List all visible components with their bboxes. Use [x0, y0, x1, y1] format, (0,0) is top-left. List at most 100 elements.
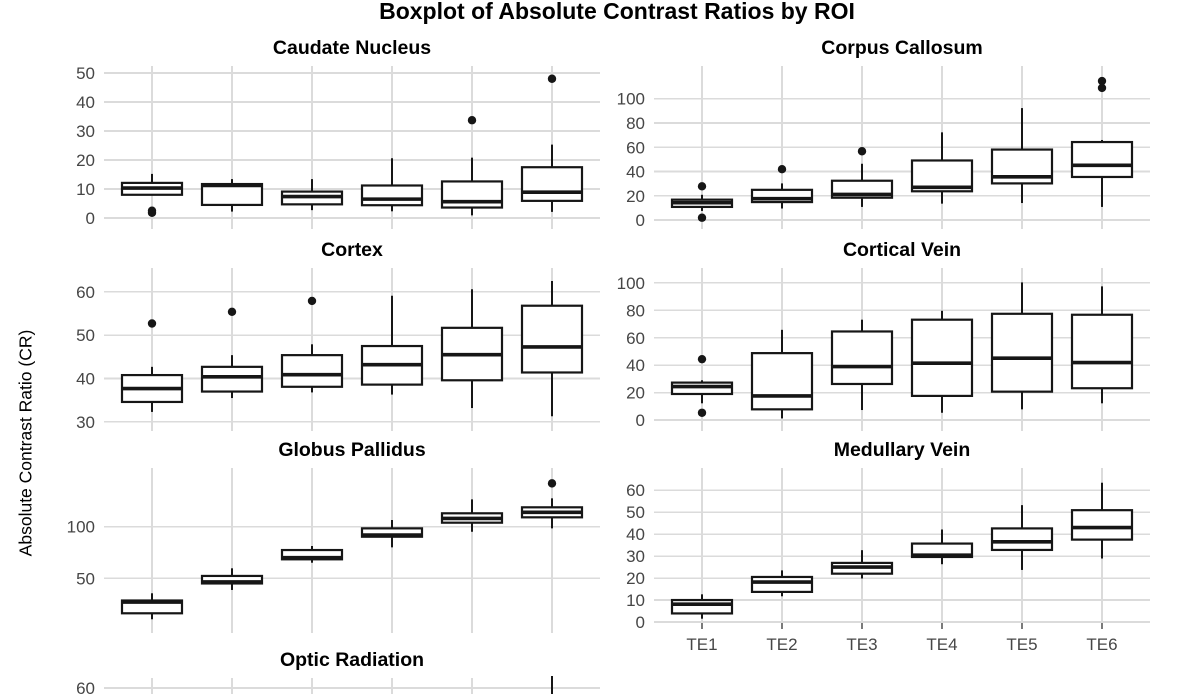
- y-tick-label: 80: [626, 114, 645, 133]
- y-tick-label: 100: [67, 518, 95, 537]
- y-tick-label: 0: [636, 411, 645, 430]
- panel-cortical-vein: 0 20 40 60 80 100 Cortical Vein: [617, 239, 1150, 431]
- panel-caudate-nucleus: 0 10 20 30 40 50 Caudate Nucleus: [76, 37, 600, 229]
- iqr-box: [280, 354, 344, 388]
- y-tick-label: 60: [76, 283, 95, 302]
- iqr-box: [830, 330, 894, 386]
- boxplot-te4: [360, 158, 424, 212]
- outlier-point: [697, 354, 707, 364]
- boxplot-te3: [830, 319, 894, 411]
- facet-title-medullary-vein: Medullary Vein: [834, 439, 971, 461]
- panel-corpus-callosum: 0 20 40 60 80 100 Corpus Callosum: [617, 37, 1150, 230]
- x-axis-ticks: TE1 TE2 TE3 TE4 TE5 TE6: [686, 623, 1118, 654]
- boxplot-te1: [670, 594, 734, 619]
- outlier-point: [467, 116, 477, 125]
- facet-title-caudate-nucleus: Caudate Nucleus: [273, 37, 431, 59]
- iqr-box: [670, 598, 734, 615]
- boxplot-te6: [1070, 76, 1134, 207]
- x-tick-label: TE2: [766, 635, 797, 654]
- boxplot-te6: [1070, 482, 1134, 559]
- outlier-point: [697, 182, 707, 191]
- boxplot-te3: [280, 546, 344, 563]
- y-tick-label: 60: [626, 481, 645, 500]
- y-tick-label: 20: [626, 187, 645, 206]
- boxplot-te3: [830, 550, 894, 579]
- boxplot-te4: [360, 295, 424, 395]
- iqr-box: [520, 304, 584, 374]
- boxplot-te2: [750, 165, 814, 209]
- boxplot-te1: [670, 182, 734, 222]
- iqr-box: [1070, 313, 1134, 390]
- outlier-point: [147, 319, 157, 328]
- y-axis-ticks: 0 10 20 30 40 50 60: [626, 481, 645, 632]
- x-tick-label: TE4: [926, 635, 957, 654]
- outlier-point: [1097, 83, 1107, 93]
- boxplot-te5: [990, 282, 1054, 410]
- y-tick-label: 20: [626, 384, 645, 403]
- y-tick-label: 80: [626, 301, 645, 320]
- y-tick-label: 40: [76, 93, 95, 112]
- outlier-point: [547, 479, 557, 488]
- y-axis-ticks: 0 10 20 30 40 50: [76, 64, 95, 228]
- iqr-box: [360, 184, 424, 207]
- outlier-point: [857, 147, 867, 156]
- iqr-box: [520, 166, 584, 202]
- outlier-point: [147, 206, 157, 215]
- y-axis-ticks: 0 20 40 60 80 100: [617, 90, 645, 230]
- iqr-box: [440, 180, 504, 209]
- y-tick-label: 60: [626, 138, 645, 157]
- facet-title-cortex: Cortex: [321, 239, 383, 261]
- y-tick-label: 0: [636, 613, 645, 632]
- outlier-point: [227, 307, 237, 316]
- y-tick-label: 20: [76, 151, 95, 170]
- boxplot-te5: [440, 116, 504, 216]
- gridlines: [104, 468, 600, 633]
- gridlines: [654, 66, 1150, 229]
- x-tick-label: TE6: [1086, 635, 1117, 654]
- iqr-box: [1070, 140, 1134, 179]
- boxplot-te6: [520, 74, 584, 212]
- facet-title-cortical-vein: Cortical Vein: [843, 239, 961, 261]
- gridlines: [104, 268, 600, 431]
- boxplot-te1: [120, 593, 184, 620]
- x-tick-label: TE3: [846, 635, 877, 654]
- gridlines: [654, 468, 1150, 623]
- boxplot-te6: [1070, 286, 1134, 404]
- outlier-point: [777, 165, 787, 174]
- y-axis-ticks: 30 40 50 60: [76, 283, 95, 432]
- boxplot-te1: [120, 319, 184, 412]
- panel-cortex: 30 40 50 60 Cortex: [76, 239, 600, 432]
- x-tick-label: TE5: [1006, 635, 1037, 654]
- boxplot-te6: [520, 281, 584, 417]
- boxplot-te5: [990, 108, 1054, 204]
- boxplot-te2: [750, 329, 814, 419]
- boxplot-te4: [910, 310, 974, 413]
- y-axis-ticks: 0 20 40 60 80 100: [617, 274, 645, 430]
- y-tick-label: 50: [626, 503, 645, 522]
- boxplot-te3: [830, 147, 894, 207]
- y-tick-label: 40: [626, 525, 645, 544]
- y-tick-label: 50: [76, 569, 95, 588]
- boxplot-te1: [120, 173, 184, 217]
- outlier-point: [1097, 76, 1107, 86]
- y-tick-label: 30: [76, 413, 95, 432]
- y-tick-label: 10: [626, 591, 645, 610]
- y-tick-label: 10: [76, 180, 95, 199]
- outlier-point: [697, 408, 707, 417]
- boxplot-te5: [440, 289, 504, 409]
- y-tick-label: 0: [86, 209, 95, 228]
- boxplot-te5: [990, 505, 1054, 570]
- boxplot-te3: [280, 296, 344, 393]
- iqr-box: [990, 527, 1054, 552]
- boxplot-te6: [520, 479, 584, 529]
- gridlines: [104, 66, 600, 229]
- gridlines: [104, 678, 600, 694]
- y-tick-label: 50: [76, 64, 95, 83]
- boxplot-te5: [440, 499, 504, 532]
- y-tick-label: 100: [617, 90, 645, 109]
- iqr-box: [750, 575, 814, 594]
- boxplot-te2: [200, 307, 264, 399]
